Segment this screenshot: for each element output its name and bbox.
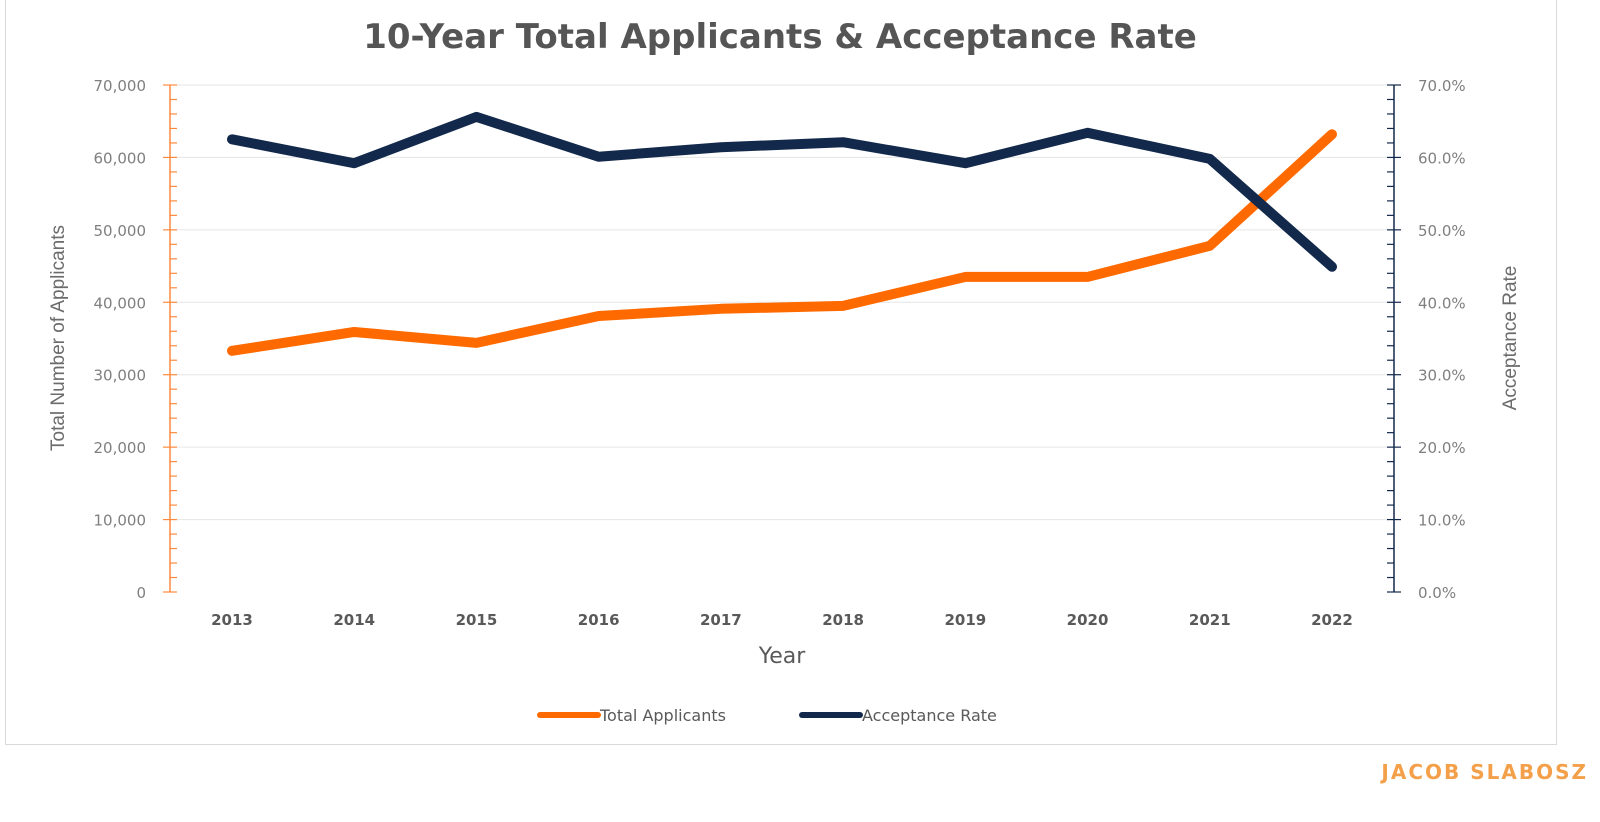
gridlines xyxy=(170,84,1394,521)
x-tick-label: 2020 xyxy=(1067,611,1109,629)
x-tick-label: 2017 xyxy=(700,611,742,629)
y-tick-label: 20,000 xyxy=(94,439,147,457)
y-tick-label: 60,000 xyxy=(94,149,147,167)
series-lines xyxy=(227,111,1337,356)
y-axis-label: Total Number of Applicants xyxy=(48,225,69,451)
y-tick-label: 30,000 xyxy=(94,367,147,385)
y2-axis-label: Acceptance Rate xyxy=(1500,266,1521,411)
legend-label: Acceptance Rate xyxy=(862,706,997,725)
x-tick-label: 2014 xyxy=(333,611,375,629)
x-tick-label: 2016 xyxy=(578,611,620,629)
x-tick-label: 2022 xyxy=(1311,611,1353,629)
axes: 0 0.0% 10,000 10.0% 20,000 20.0% 30,000 30.0% 40… xyxy=(94,77,1466,629)
x-axis-label: Year xyxy=(758,644,807,669)
x-tick-label: 2021 xyxy=(1189,611,1231,629)
y2-tick-label: 10.0% xyxy=(1418,512,1466,530)
y-tick-label: 70,000 xyxy=(94,77,147,95)
x-tick-label: 2015 xyxy=(456,611,498,629)
legend: Total Applicants Acceptance Rate xyxy=(537,706,997,725)
chart-title: 10-Year Total Applicants & Acceptance Ra… xyxy=(363,17,1197,57)
y-tick-label: 0 xyxy=(136,584,146,602)
y-tick-label: 50,000 xyxy=(94,222,147,240)
x-tick-label: 2013 xyxy=(211,611,253,629)
watermark: JACOB SLABOSZ xyxy=(1381,760,1588,784)
y2-tick-label: 20.0% xyxy=(1418,439,1466,457)
y2-tick-label: 50.0% xyxy=(1418,222,1466,240)
x-tick-label: 2019 xyxy=(944,611,986,629)
x-tick-label: 2018 xyxy=(822,611,864,629)
series-line-total-applicants xyxy=(227,129,1337,356)
y2-tick-label: 60.0% xyxy=(1418,149,1466,167)
y-tick-label: 10,000 xyxy=(94,512,147,530)
y2-tick-label: 70.0% xyxy=(1418,77,1466,95)
series-line-acceptance-rate xyxy=(227,111,1337,272)
y2-tick-label: 30.0% xyxy=(1418,367,1466,385)
y2-tick-label: 0.0% xyxy=(1418,584,1456,602)
y2-tick-label: 40.0% xyxy=(1418,294,1466,312)
y-tick-label: 40,000 xyxy=(94,294,147,312)
legend-label: Total Applicants xyxy=(599,706,726,725)
chart-frame xyxy=(5,0,1557,745)
